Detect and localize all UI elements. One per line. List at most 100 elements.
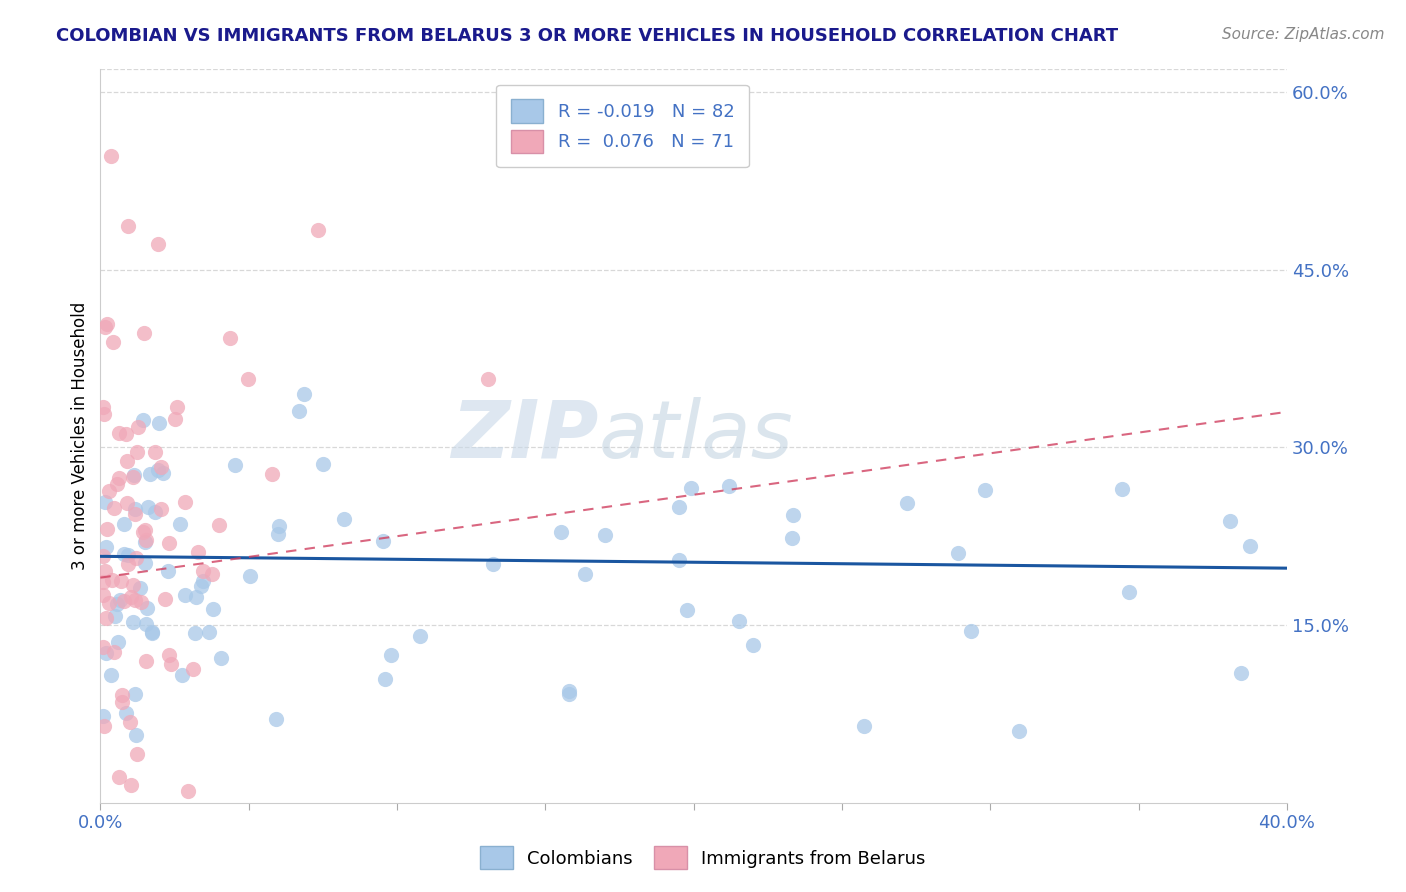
Point bbox=[676, 603, 699, 617]
Point bbox=[1239, 540, 1261, 554]
Point bbox=[96, 611, 118, 625]
Point bbox=[124, 502, 146, 516]
Point bbox=[96, 522, 118, 536]
Point bbox=[146, 463, 169, 477]
Point bbox=[558, 687, 581, 701]
Point bbox=[134, 535, 156, 549]
Point bbox=[121, 577, 143, 591]
Point bbox=[574, 567, 596, 582]
Point bbox=[93, 408, 115, 422]
Point bbox=[169, 516, 191, 531]
Point bbox=[152, 466, 174, 480]
Point bbox=[558, 683, 581, 698]
Point bbox=[103, 501, 125, 516]
Point bbox=[728, 614, 751, 628]
Point bbox=[224, 458, 246, 472]
Point bbox=[125, 550, 148, 565]
Point bbox=[201, 567, 224, 582]
Point bbox=[264, 712, 287, 726]
Point bbox=[288, 404, 311, 418]
Point bbox=[120, 779, 142, 793]
Point bbox=[114, 706, 136, 721]
Point bbox=[112, 516, 135, 531]
Point bbox=[184, 591, 207, 605]
Point bbox=[139, 467, 162, 482]
Point bbox=[782, 508, 804, 522]
Point bbox=[117, 548, 139, 562]
Point bbox=[148, 416, 170, 430]
Text: COLOMBIAN VS IMMIGRANTS FROM BELARUS 3 OR MORE VEHICLES IN HOUSEHOLD CORRELATION: COLOMBIAN VS IMMIGRANTS FROM BELARUS 3 O… bbox=[56, 27, 1118, 45]
Point bbox=[173, 588, 195, 602]
Point bbox=[668, 500, 690, 514]
Point bbox=[208, 517, 231, 532]
Point bbox=[668, 553, 690, 567]
Point bbox=[96, 540, 118, 554]
Point bbox=[91, 549, 114, 564]
Point bbox=[94, 564, 117, 578]
Point bbox=[150, 501, 173, 516]
Point bbox=[183, 662, 205, 676]
Point bbox=[94, 494, 117, 508]
Point bbox=[135, 616, 157, 631]
Point bbox=[946, 545, 969, 559]
Point bbox=[155, 591, 177, 606]
Point bbox=[974, 483, 997, 497]
Point bbox=[1118, 585, 1140, 599]
Point bbox=[374, 673, 396, 687]
Legend: Colombians, Immigrants from Belarus: Colombians, Immigrants from Belarus bbox=[471, 838, 935, 879]
Point bbox=[105, 597, 128, 611]
Point bbox=[165, 412, 187, 426]
Point bbox=[193, 574, 215, 588]
Point bbox=[96, 318, 118, 332]
Point bbox=[94, 319, 117, 334]
Point bbox=[125, 747, 148, 762]
Point bbox=[132, 326, 155, 340]
Point bbox=[307, 223, 329, 237]
Point bbox=[112, 547, 135, 561]
Point bbox=[107, 477, 129, 491]
Point bbox=[94, 646, 117, 660]
Point bbox=[98, 483, 121, 498]
Point bbox=[91, 640, 114, 654]
Point bbox=[1229, 665, 1251, 680]
Point bbox=[409, 629, 432, 643]
Point bbox=[550, 525, 572, 540]
Point bbox=[110, 574, 132, 588]
Point bbox=[149, 460, 172, 475]
Point bbox=[108, 593, 131, 607]
Point bbox=[373, 533, 395, 548]
Point bbox=[148, 237, 170, 252]
Text: ZIP: ZIP bbox=[451, 397, 599, 475]
Point bbox=[115, 496, 138, 510]
Point bbox=[93, 719, 115, 733]
Point bbox=[477, 372, 499, 386]
Point bbox=[120, 590, 142, 604]
Point bbox=[183, 625, 205, 640]
Y-axis label: 3 or more Vehicles in Household: 3 or more Vehicles in Household bbox=[72, 301, 89, 570]
Point bbox=[91, 709, 114, 723]
Point bbox=[780, 531, 803, 545]
Point bbox=[312, 458, 335, 472]
Point bbox=[100, 149, 122, 163]
Legend: R = -0.019   N = 82, R =  0.076   N = 71: R = -0.019 N = 82, R = 0.076 N = 71 bbox=[496, 85, 749, 168]
Point bbox=[198, 625, 221, 640]
Point bbox=[380, 648, 402, 662]
Point bbox=[166, 401, 188, 415]
Point bbox=[91, 400, 114, 414]
Point bbox=[219, 331, 242, 345]
Point bbox=[111, 688, 134, 702]
Point bbox=[132, 413, 155, 427]
Point bbox=[115, 426, 138, 441]
Point bbox=[107, 770, 129, 784]
Point bbox=[121, 615, 143, 630]
Point bbox=[117, 558, 139, 572]
Point bbox=[172, 667, 194, 681]
Point bbox=[1111, 483, 1133, 497]
Point bbox=[157, 648, 180, 663]
Point bbox=[333, 512, 356, 526]
Point bbox=[143, 445, 166, 459]
Point bbox=[118, 714, 141, 729]
Point bbox=[481, 558, 503, 572]
Point bbox=[267, 518, 290, 533]
Point bbox=[681, 481, 703, 495]
